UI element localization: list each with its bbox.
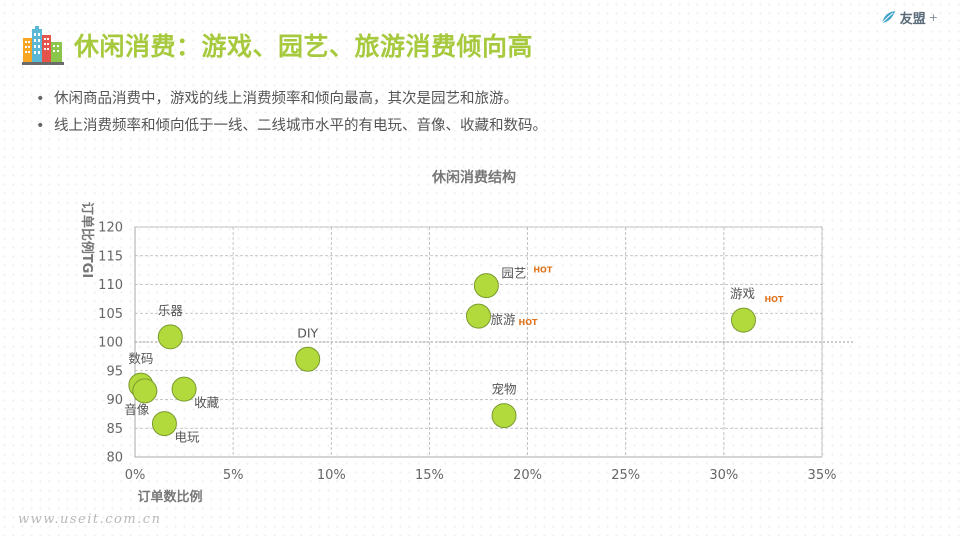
watermark: www.useit.com.cn xyxy=(18,512,162,527)
brand-leaf-icon xyxy=(881,10,895,23)
y-tick-label: 100 xyxy=(98,336,123,351)
data-point xyxy=(171,376,197,402)
plot-area xyxy=(134,226,823,458)
x-tick-label: 10% xyxy=(317,468,346,483)
chart-title: 休闲消费结构 xyxy=(431,169,516,186)
y-tick-label: 85 xyxy=(106,422,123,437)
y-tick-label: 95 xyxy=(106,364,123,379)
x-tick-label: 30% xyxy=(709,468,738,483)
y-tick-label: 105 xyxy=(98,307,123,322)
slide-header: 休闲消费：游戏、园艺、旅游消费倾向高 xyxy=(22,20,533,70)
data-label: 乐器 xyxy=(158,303,184,318)
data-point xyxy=(295,346,321,372)
x-axis-label: 订单数比例 xyxy=(137,489,202,505)
x-tick-label: 5% xyxy=(223,468,244,483)
bullet-item: 线上消费频率和倾向低于一线、二线城市水平的有电玩、音像、收藏和数码。 xyxy=(36,113,547,140)
page-title: 休闲消费：游戏、园艺、旅游消费倾向高 xyxy=(74,32,534,61)
hot-badge: HOT xyxy=(533,266,552,275)
y-axis-label: 订单比例TGI xyxy=(79,202,95,278)
x-tick-label: 25% xyxy=(611,468,640,483)
data-label: 宠物 xyxy=(492,382,517,397)
bullet-list: 休闲商品消费中，游戏的线上消费频率和倾向最高，其次是园艺和旅游。 线上消费频率和… xyxy=(36,86,547,140)
y-tick-label: 90 xyxy=(106,393,123,408)
x-tick-label: 20% xyxy=(513,468,542,483)
data-point xyxy=(491,403,517,429)
data-point xyxy=(132,378,158,404)
x-tick-label: 15% xyxy=(415,468,444,483)
data-label: 数码 xyxy=(128,351,153,366)
data-point xyxy=(466,303,491,329)
data-label: 旅游 xyxy=(491,312,517,327)
y-tick-label: 110 xyxy=(98,278,123,293)
brand-name: 友盟 xyxy=(899,12,926,27)
data-point xyxy=(151,411,177,437)
city-buildings-icon xyxy=(22,26,64,65)
data-label: 游戏 xyxy=(730,286,755,301)
data-label: 园艺 xyxy=(501,266,526,281)
y-tick-label: 80 xyxy=(106,451,123,466)
y-tick-label: 120 xyxy=(98,221,123,236)
bullet-item: 休闲商品消费中，游戏的线上消费频率和倾向最高，其次是园艺和旅游。 xyxy=(36,86,547,113)
hot-badge: HOT xyxy=(764,295,783,304)
brand-logo: 友盟 + xyxy=(880,8,938,27)
data-label: 音像 xyxy=(124,402,150,417)
data-point xyxy=(473,273,499,299)
hot-badge: HOT xyxy=(519,318,538,327)
brand-suffix: + xyxy=(928,11,938,24)
x-tick-label: 35% xyxy=(808,468,837,483)
data-point xyxy=(157,324,183,350)
data-label: 收藏 xyxy=(194,395,220,410)
data-point xyxy=(730,307,756,333)
data-label: DIY xyxy=(297,325,318,340)
data-label: 电玩 xyxy=(174,430,200,445)
x-tick-label: 0% xyxy=(125,468,146,483)
y-tick-label: 115 xyxy=(98,249,123,264)
